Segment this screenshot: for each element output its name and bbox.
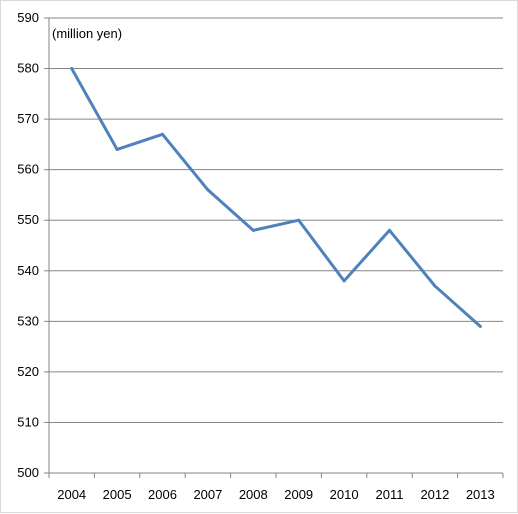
y-tick-label: 530 (17, 313, 39, 328)
y-tick-label: 500 (17, 465, 39, 480)
series-line (70, 67, 482, 328)
x-tick-label: 2009 (284, 487, 313, 502)
y-tick-label: 540 (17, 263, 39, 278)
x-tick-label: 2010 (330, 487, 359, 502)
y-tick-label: 580 (17, 61, 39, 76)
data-point (342, 279, 346, 283)
y-tick-label: 510 (17, 414, 39, 429)
data-point (115, 147, 119, 151)
data-point (70, 67, 74, 71)
unit-label: (million yen) (52, 26, 122, 41)
data-point (161, 132, 164, 136)
data-point (251, 228, 255, 232)
data-point (388, 228, 391, 232)
x-tick-label: 2006 (148, 487, 177, 502)
gridlines (49, 17, 503, 423)
y-tick-label: 590 (17, 10, 39, 25)
data-point (297, 218, 301, 222)
x-tick-label: 2004 (57, 487, 86, 502)
data-point (206, 188, 210, 192)
x-tick-label: 2012 (420, 487, 449, 502)
y-tick-label: 550 (17, 212, 39, 227)
x-tick-label: 2008 (239, 487, 268, 502)
axes (48, 18, 503, 474)
y-tick-label: 560 (17, 162, 39, 177)
x-tick-label: 2005 (103, 487, 132, 502)
y-tick-label: 570 (17, 111, 39, 126)
y-tick-label: 520 (17, 364, 39, 379)
data-point (433, 284, 437, 288)
series-layer (70, 67, 482, 328)
data-point (478, 324, 482, 328)
x-tick-label: 2013 (466, 487, 495, 502)
x-tick-label: 2007 (193, 487, 222, 502)
x-axis-ticks: 2004 2005 2006 2007 2008 2009 2010 2011 2012 2013 (48, 473, 504, 502)
x-tick-label: 2011 (376, 487, 404, 502)
y-axis-ticks: 500 510 520 530 540 550 560 570 580 590 (17, 10, 49, 480)
